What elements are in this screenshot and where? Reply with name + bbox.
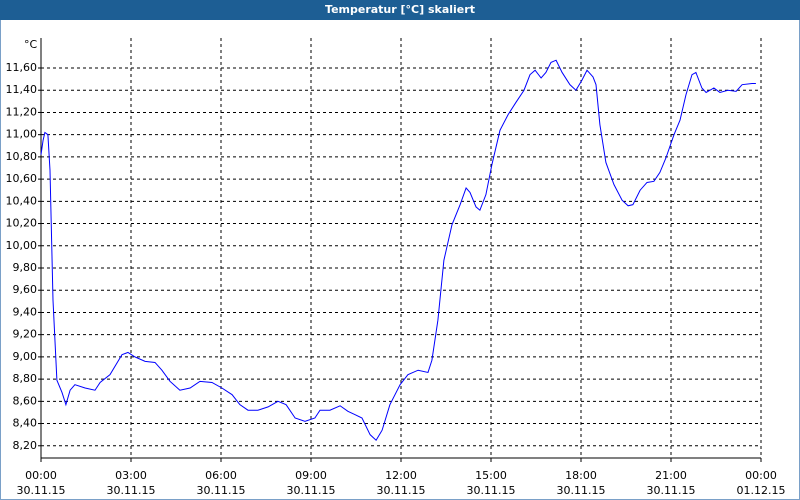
x-tick-date: 30.11.15	[557, 484, 606, 497]
x-tick-date: 30.11.15	[287, 484, 336, 497]
y-tick-label: 8,20	[13, 439, 38, 452]
y-tick-label: 10,00	[6, 239, 38, 252]
x-tick-date: 30.11.15	[647, 484, 696, 497]
y-tick-label: 8,40	[13, 417, 38, 430]
y-tick-label: 8,60	[13, 394, 38, 407]
y-tick-label: 9,40	[13, 305, 38, 318]
y-tick-label: 10,60	[6, 172, 38, 185]
x-tick-date: 30.11.15	[17, 484, 66, 497]
y-tick-label: 9,20	[13, 328, 38, 341]
y-tick-label: 10,40	[6, 194, 38, 207]
x-tick-label: 09:00	[295, 469, 327, 482]
x-tick-label: 21:00	[655, 469, 687, 482]
x-tick-label: 00:00	[745, 469, 777, 482]
y-unit-label: °C	[24, 38, 38, 51]
y-tick-label: 9,80	[13, 261, 38, 274]
y-tick-label: 8,80	[13, 372, 38, 385]
x-tick-date: 30.11.15	[467, 484, 516, 497]
y-tick-label: 9,60	[13, 283, 38, 296]
x-tick-date: 30.11.15	[377, 484, 426, 497]
x-tick-label: 03:00	[115, 469, 147, 482]
y-tick-label: 11,20	[6, 105, 38, 118]
x-tick-date: 01.12.15	[737, 484, 786, 497]
x-tick-label: 06:00	[205, 469, 237, 482]
x-tick-date: 30.11.15	[197, 484, 246, 497]
title-bar: Temperatur [°C] skaliert	[0, 0, 800, 20]
y-tick-label: 9,00	[13, 350, 38, 363]
y-tick-label: 11,00	[6, 128, 38, 141]
data-line	[40, 59, 756, 442]
y-tick-label: 10,20	[6, 217, 38, 230]
y-tick-label: 11,60	[6, 61, 38, 74]
y-tick-label: 10,80	[6, 150, 38, 163]
y-tick-label: 11,40	[6, 83, 38, 96]
x-tick-date: 30.11.15	[107, 484, 156, 497]
chart-title: Temperatur [°C] skaliert	[325, 3, 475, 16]
x-tick-label: 18:00	[565, 469, 597, 482]
x-tick-label: 12:00	[385, 469, 417, 482]
x-tick-label: 15:00	[475, 469, 507, 482]
x-tick-label: 00:00	[25, 469, 57, 482]
